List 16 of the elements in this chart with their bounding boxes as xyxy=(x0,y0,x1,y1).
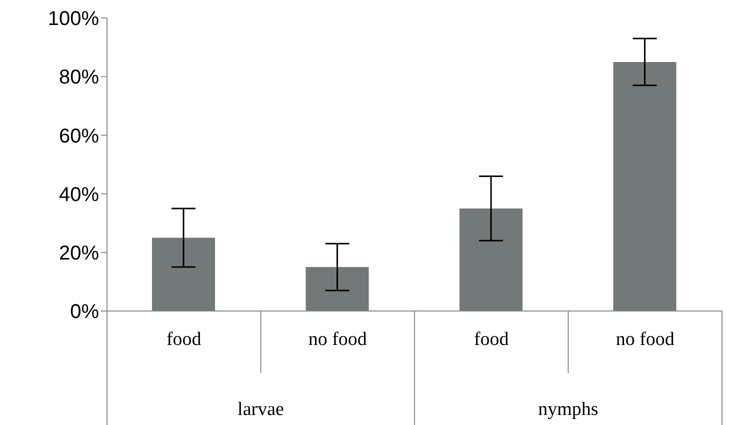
y-tick-label: 20% xyxy=(58,242,100,264)
y-tick-label: 80% xyxy=(58,66,100,89)
y-tick-label: 60% xyxy=(58,125,100,148)
x-tick-label: no food xyxy=(308,329,368,350)
bar xyxy=(306,267,369,311)
bar xyxy=(152,238,216,311)
bar xyxy=(613,62,676,311)
y-tick-label: 40% xyxy=(58,184,100,206)
x-tick-label: food xyxy=(474,329,510,350)
text: larvae xyxy=(238,399,284,420)
bar xyxy=(460,208,523,311)
y-tick-label: 100% xyxy=(48,8,100,30)
text: nymphs xyxy=(538,399,598,420)
y-tick-label: 0% xyxy=(70,301,100,324)
x-tick-label: food xyxy=(166,329,202,350)
x-tick-label: no food xyxy=(616,329,675,350)
